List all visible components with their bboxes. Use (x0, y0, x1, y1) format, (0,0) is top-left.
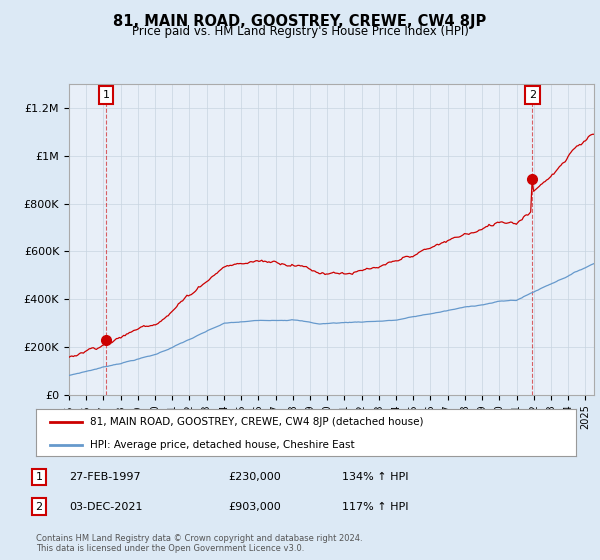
Text: This data is licensed under the Open Government Licence v3.0.: This data is licensed under the Open Gov… (36, 544, 304, 553)
Text: 2: 2 (529, 90, 536, 100)
Text: 134% ↑ HPI: 134% ↑ HPI (342, 472, 409, 482)
Text: 27-FEB-1997: 27-FEB-1997 (69, 472, 140, 482)
Text: Price paid vs. HM Land Registry's House Price Index (HPI): Price paid vs. HM Land Registry's House … (131, 25, 469, 38)
Text: 117% ↑ HPI: 117% ↑ HPI (342, 502, 409, 512)
Text: 03-DEC-2021: 03-DEC-2021 (69, 502, 143, 512)
Text: HPI: Average price, detached house, Cheshire East: HPI: Average price, detached house, Ches… (90, 440, 355, 450)
Text: 1: 1 (103, 90, 110, 100)
Text: £903,000: £903,000 (228, 502, 281, 512)
Text: Contains HM Land Registry data © Crown copyright and database right 2024.: Contains HM Land Registry data © Crown c… (36, 534, 362, 543)
Text: 1: 1 (35, 472, 43, 482)
Text: 2: 2 (35, 502, 43, 512)
Text: 81, MAIN ROAD, GOOSTREY, CREWE, CW4 8JP (detached house): 81, MAIN ROAD, GOOSTREY, CREWE, CW4 8JP … (90, 417, 424, 427)
Text: £230,000: £230,000 (228, 472, 281, 482)
Text: 81, MAIN ROAD, GOOSTREY, CREWE, CW4 8JP: 81, MAIN ROAD, GOOSTREY, CREWE, CW4 8JP (113, 14, 487, 29)
